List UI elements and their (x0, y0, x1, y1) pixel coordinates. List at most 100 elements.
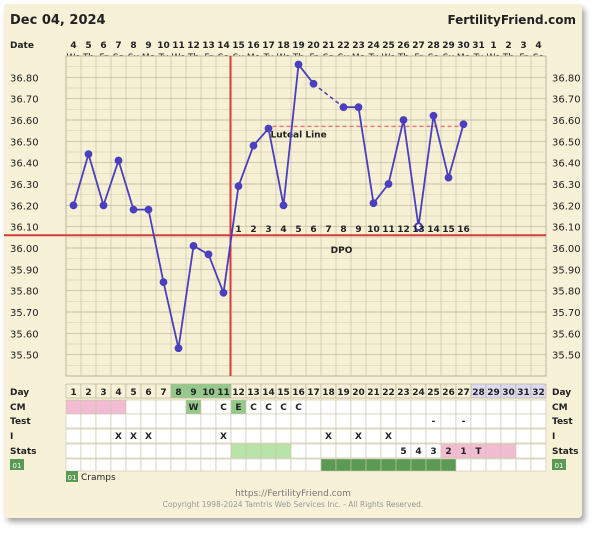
table-cell (65, 413, 82, 429)
table-cell-value: - (462, 417, 466, 427)
custom-cell (245, 458, 262, 472)
row-label-day: Day (10, 388, 29, 398)
dpo-number: 14 (427, 225, 440, 235)
footer-copyright: Copyright 1998-2024 Tamtris Web Services… (163, 500, 424, 509)
table-cell-value: 4 (415, 447, 421, 457)
table-cell-value: C (265, 403, 272, 413)
row-label-stats: Stats (10, 447, 37, 457)
day-number: 8 (175, 388, 181, 398)
custom-code-badge-right (552, 459, 566, 470)
custom-cell (515, 458, 532, 472)
custom-code-badge-left (10, 459, 24, 470)
day-number: 2 (85, 388, 91, 398)
y-tick-label-right: 36.80 (552, 73, 581, 84)
custom-cell (200, 458, 217, 472)
table-cell (65, 428, 82, 444)
y-tick-label-left: 35.50 (10, 351, 39, 362)
dpo-number: 11 (382, 225, 395, 235)
day-number: 10 (202, 388, 215, 398)
y-tick-label-right: 35.80 (552, 287, 581, 298)
custom-cell (110, 458, 127, 472)
date-label: 6 (100, 41, 106, 51)
day-number: 13 (247, 388, 260, 398)
luteal-line-label: Luteal Line (271, 130, 327, 140)
table-cell (470, 399, 487, 415)
temp-point (444, 173, 453, 182)
temp-point (384, 180, 393, 188)
table-cell (80, 413, 97, 429)
y-tick-label-left: 36.80 (10, 73, 39, 84)
table-cell-value: C (250, 403, 257, 413)
footer-url[interactable]: https://FertilityFriend.com (235, 489, 351, 499)
table-cell (155, 413, 172, 429)
custom-cell (80, 458, 97, 472)
table-cell (125, 399, 142, 415)
table-cell (245, 443, 262, 459)
custom-cell (530, 458, 547, 472)
table-cell (185, 443, 202, 459)
table-cell (440, 399, 457, 415)
day-number: 25 (427, 388, 440, 398)
y-tick-label-right: 36.70 (552, 95, 581, 106)
temp-point (114, 156, 123, 165)
table-cell (335, 443, 352, 459)
table-cell (515, 413, 532, 429)
y-tick-label-left: 36.50 (10, 137, 39, 148)
table-cell (200, 443, 217, 459)
table-cell (170, 413, 187, 429)
custom-cell (215, 458, 232, 472)
table-cell (110, 399, 127, 415)
day-number: 20 (352, 388, 365, 398)
custom-cell (260, 458, 277, 472)
table-cell (470, 413, 487, 429)
table-cell (260, 428, 277, 444)
temp-point (84, 150, 93, 159)
table-cell (140, 413, 157, 429)
table-cell (320, 413, 337, 429)
table-cell (185, 428, 202, 444)
date-label: 18 (277, 41, 290, 51)
table-cell-value: 3 (430, 447, 436, 457)
day-number: 22 (382, 388, 395, 398)
table-cell (530, 443, 547, 459)
custom-cell (455, 458, 472, 472)
y-tick-label-right: 36.40 (552, 159, 581, 170)
dpo-number: 9 (355, 225, 361, 235)
temp-point (204, 250, 213, 259)
table-cell-value: 1 (460, 447, 466, 457)
table-cell-value: C (295, 403, 302, 413)
table-cell (320, 399, 337, 415)
temp-point (339, 103, 348, 112)
brand-name[interactable]: FertilityFriend.com (447, 13, 576, 27)
y-tick-label-left: 36.40 (10, 159, 39, 170)
temp-point (459, 120, 468, 129)
table-cell (290, 443, 307, 459)
table-cell-value: E (235, 403, 241, 413)
table-cell (80, 399, 97, 415)
custom-cell (365, 458, 382, 472)
temp-point (234, 182, 243, 191)
legend-text: Cramps (81, 473, 116, 483)
table-cell-value: X (385, 432, 392, 442)
table-cell (455, 428, 472, 444)
dpo-number: 5 (295, 225, 301, 235)
date-row-label: Date (10, 41, 34, 51)
dpo-number: 7 (325, 225, 331, 235)
dpo-number: 15 (442, 225, 455, 235)
date-label: 4 (535, 41, 541, 51)
date-label: 27 (412, 41, 425, 51)
dpo-number: 6 (310, 225, 316, 235)
day-number: 17 (307, 388, 320, 398)
legend-code-text: 01 (68, 474, 77, 482)
table-cell (440, 413, 457, 429)
table-cell-value: X (220, 432, 227, 442)
day-number: 29 (487, 388, 500, 398)
y-tick-label-left: 36.30 (10, 180, 39, 191)
temp-point (219, 288, 228, 297)
table-cell (365, 413, 382, 429)
custom-cell (410, 458, 427, 472)
table-cell (305, 443, 322, 459)
day-number: 27 (457, 388, 470, 398)
y-tick-label-right: 36.10 (552, 223, 581, 234)
table-cell (260, 413, 277, 429)
